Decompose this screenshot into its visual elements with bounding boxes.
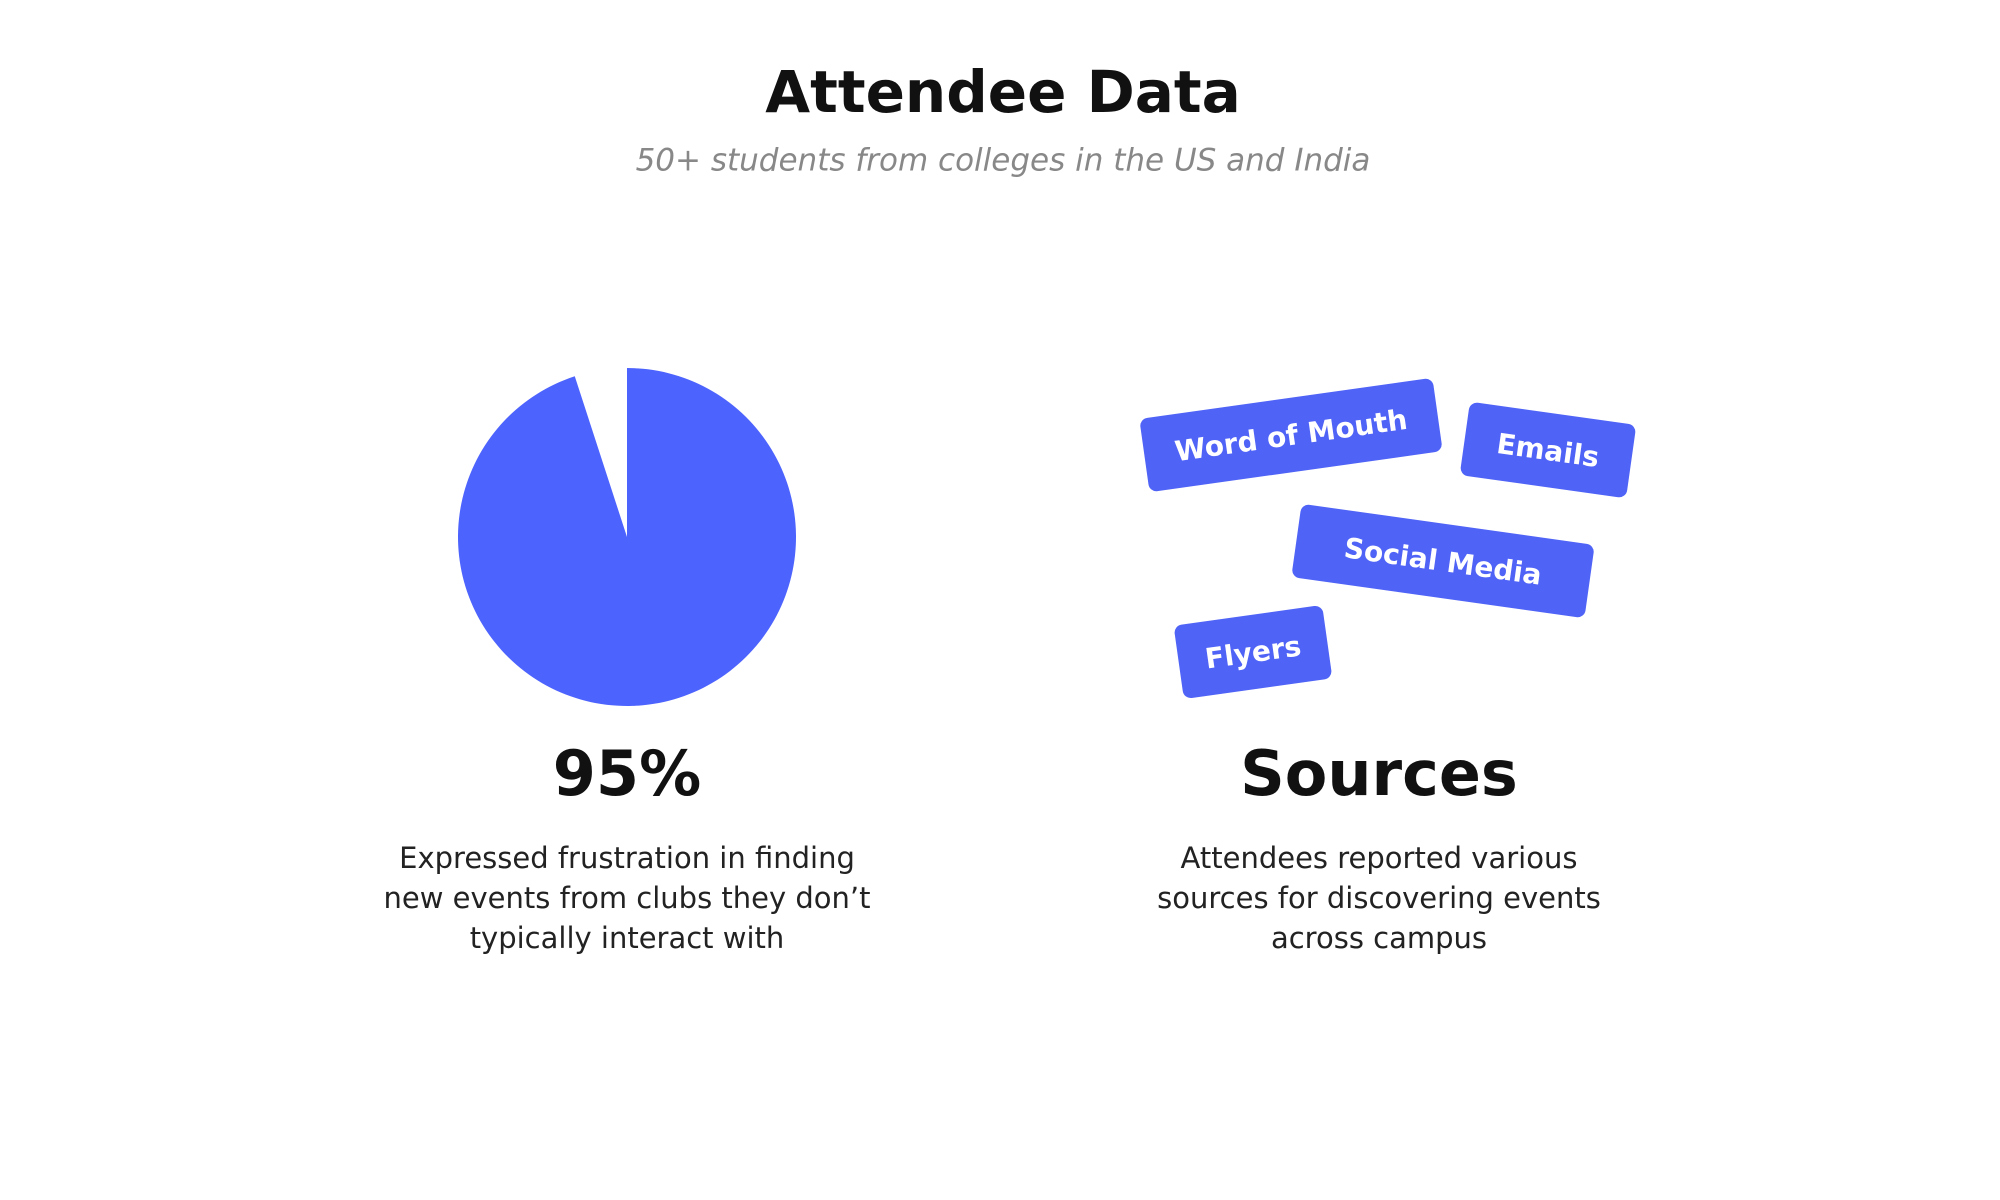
pie-slice	[458, 368, 796, 707]
stat-label: 95%	[553, 737, 701, 810]
source-tag: Flyers	[1174, 605, 1332, 699]
title: Attendee Data	[765, 58, 1241, 126]
tag-background	[1292, 504, 1594, 618]
tag-background	[1174, 605, 1332, 699]
source-tag: Word of Mouth	[1140, 378, 1442, 492]
subtitle: 50+ students from colleges in the US and…	[636, 143, 1371, 179]
source-tag: Social Media	[1292, 504, 1594, 618]
sources-description: across campus	[1271, 921, 1487, 955]
tag-background	[1460, 402, 1636, 498]
stat-description: Expressed frustration in finding	[399, 841, 855, 875]
sources-description: sources for discovering events	[1157, 881, 1601, 915]
sources-description: Attendees reported various	[1181, 841, 1578, 875]
sources-heading: Sources	[1240, 737, 1518, 810]
tag-background	[1140, 378, 1442, 492]
stat-description: new events from clubs they don’t	[384, 881, 871, 915]
source-tag: Emails	[1460, 402, 1636, 498]
stat-description: typically interact with	[470, 921, 785, 955]
